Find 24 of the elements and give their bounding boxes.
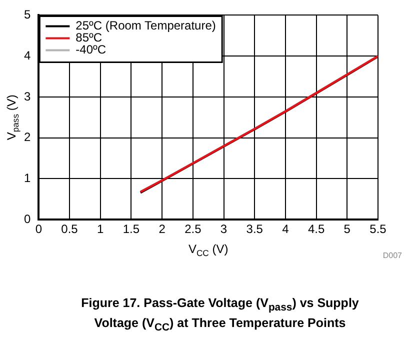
x-tick-label: 1	[97, 222, 104, 236]
x-tick-label: 5.5	[370, 222, 387, 236]
text: D007	[382, 251, 402, 260]
x-tick-label: 2.5	[184, 222, 202, 236]
x-tick-label: 3	[220, 222, 228, 236]
x-tick-label: 4	[282, 222, 290, 236]
y-tick-label: 1	[24, 171, 31, 186]
x-tick-label: 2	[158, 222, 166, 236]
y-tick-label: 4	[24, 48, 31, 62]
x-tick-label: 3.5	[246, 222, 264, 236]
y-tick-label: 0	[24, 212, 31, 226]
x-tick-label: 0	[35, 222, 42, 236]
legend-label: 85ºC	[76, 30, 102, 45]
x-tick-label: 5	[344, 222, 351, 236]
y-tick-label: 2	[24, 130, 31, 144]
y-tick-label: 5	[24, 8, 31, 22]
x-tick-label: 0.5	[61, 222, 78, 236]
y-axis-title: Vpass (V)	[4, 94, 21, 140]
legend-label: 25ºC (Room Temperature)	[76, 18, 216, 33]
legend-label: -40ºC	[76, 42, 106, 57]
x-tick-label: 1.5	[122, 222, 140, 236]
x-tick-label: 4.5	[308, 222, 325, 236]
chart-title: Figure 17. Pass-Gate Voltage (V$_{pass}$) vs Supply Voltage (V$_{CC}$) at Three Temperature Points	[81, 296, 359, 333]
y-tick-label: 3	[24, 89, 31, 104]
